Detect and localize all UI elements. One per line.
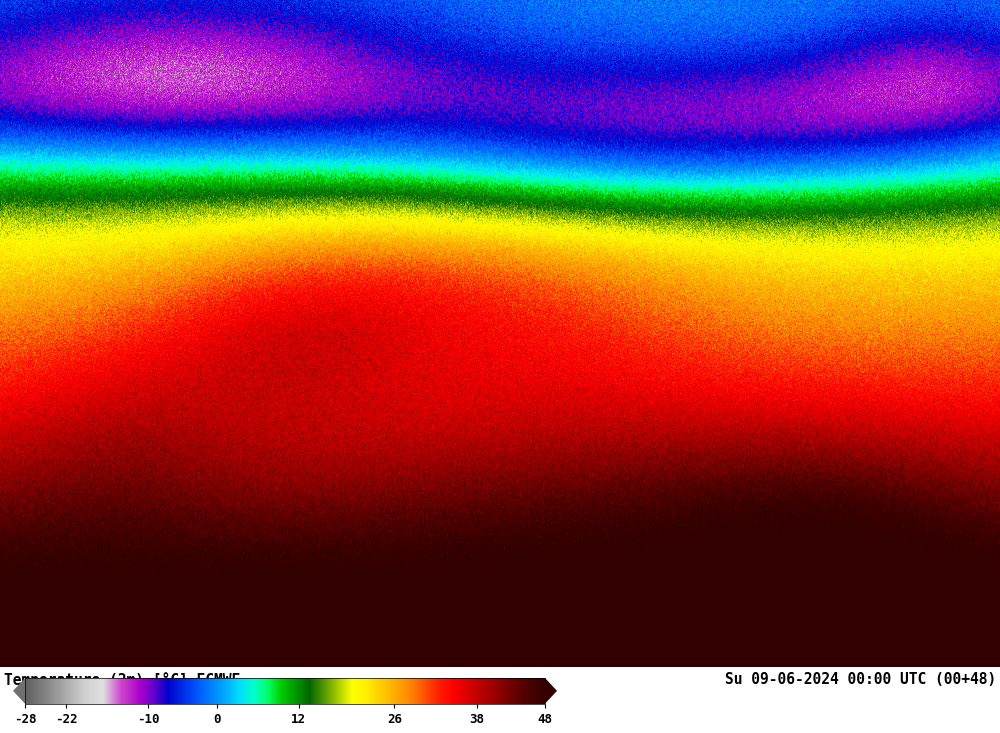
Text: Temperature (2m) [°C] ECMWF: Temperature (2m) [°C] ECMWF [4, 672, 240, 688]
Text: Su 09-06-2024 00:00 UTC (00+48): Su 09-06-2024 00:00 UTC (00+48) [725, 672, 996, 688]
